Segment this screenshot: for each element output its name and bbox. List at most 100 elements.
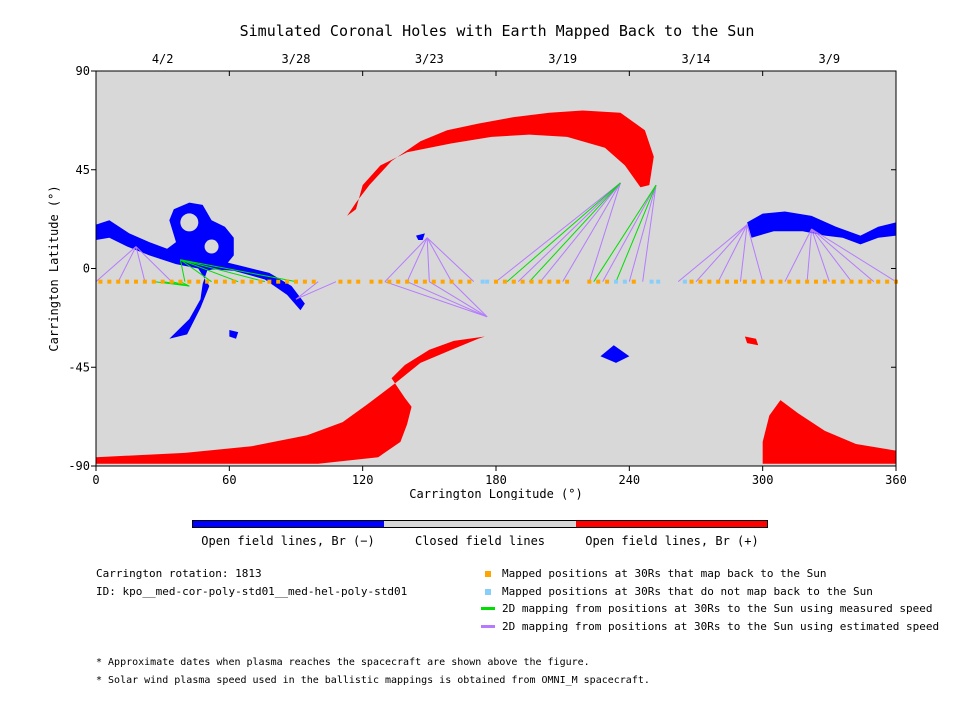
positive-hole-south	[96, 336, 485, 464]
date-label: 3/14	[682, 52, 711, 66]
mapped-point	[107, 279, 112, 284]
mapped-point	[596, 279, 601, 284]
not-mapped-point	[480, 279, 485, 284]
mapped-point	[338, 279, 343, 284]
estimated-mapping-line	[806, 228, 813, 282]
closed-region	[180, 213, 199, 232]
colorbar-label-positive: Open field lines, Br (+)	[585, 534, 759, 548]
colorbar-closed	[384, 521, 576, 527]
mapped-point	[98, 279, 103, 284]
mapped-point	[285, 279, 290, 284]
estimated-mapping-line	[451, 281, 488, 318]
mapped-point	[422, 279, 427, 284]
estimated-mapping-line	[517, 182, 621, 283]
mapped-point	[311, 279, 316, 284]
estimated-mapping-line	[811, 228, 830, 282]
mapped-point	[587, 279, 592, 284]
colorbar-label-negative: Open field lines, Br (−)	[201, 534, 375, 548]
estimated-mapping-line	[295, 281, 319, 300]
mapped-point	[494, 279, 498, 284]
estimated-mapping-line	[426, 237, 475, 283]
legend-item-estimated: 2D mapping from positions at 30Rs to the…	[478, 620, 939, 633]
date-label: 3/28	[282, 52, 311, 66]
mapped-point	[760, 279, 765, 284]
mapped-point	[805, 279, 810, 284]
x-tick-label: 300	[752, 473, 774, 487]
estimated-mapping-line	[384, 237, 428, 283]
estimated-mapping-line	[811, 228, 852, 282]
estimated-mapping-line	[602, 184, 657, 282]
mapped-point	[258, 279, 263, 284]
chart-title: Simulated Coronal Holes with Earth Mappe…	[239, 22, 755, 40]
note-speed: * Solar wind plasma speed used in the ba…	[96, 675, 650, 686]
estimated-mapping-line	[695, 224, 748, 283]
estimated-mapping-line	[426, 237, 430, 282]
estimated-mapping-line	[429, 281, 488, 318]
date-label: 3/19	[548, 52, 577, 66]
legend-label: 2D mapping from positions at 30Rs to the…	[502, 602, 933, 615]
mapped-point	[858, 279, 863, 284]
estimated-mapping-line	[426, 237, 452, 282]
measured-mapping-line	[528, 182, 621, 283]
estimated-mapping-line	[135, 246, 146, 282]
estimated-mapping-line	[811, 228, 897, 283]
mapped-point	[631, 279, 636, 284]
mapped-point	[751, 279, 756, 284]
mapped-point	[769, 279, 774, 284]
mapped-point	[734, 279, 738, 284]
x-axis-label: Carrington Longitude (°)	[409, 487, 582, 500]
mapped-point	[116, 279, 121, 284]
y-axis-label: Carrington Latitude (°)	[47, 185, 61, 351]
measured-mapping-line	[615, 184, 657, 282]
mapped-point	[396, 279, 401, 284]
measured-mapping-line	[506, 182, 621, 283]
measured-mapping-line	[180, 259, 212, 283]
mapped-point	[431, 279, 436, 284]
mapped-point	[502, 279, 507, 284]
mapped-point	[214, 279, 218, 284]
mapped-point	[822, 279, 827, 284]
y-tick-label: 45	[76, 163, 90, 177]
legend-label: Mapped positions at 30Rs that do not map…	[502, 585, 873, 598]
mapped-point	[205, 279, 210, 284]
estimated-mapping-line	[95, 246, 137, 283]
mapped-point	[796, 279, 801, 284]
mapped-point	[196, 279, 201, 284]
mapped-point	[378, 279, 383, 284]
date-label: 3/9	[818, 52, 840, 66]
mapped-point	[547, 279, 552, 284]
colorbar-negative	[193, 521, 385, 527]
mapped-point	[151, 279, 156, 284]
estimated-mapping-line	[746, 224, 764, 282]
x-tick-label: 180	[485, 473, 507, 487]
x-tick-label: 120	[352, 473, 374, 487]
estimated-mapping-line	[295, 281, 337, 300]
mapped-point	[276, 279, 281, 284]
mapped-point	[840, 279, 845, 284]
measured-mapping-line	[180, 259, 239, 283]
y-tick-label: 90	[76, 64, 90, 78]
measured-mapping-line	[593, 184, 657, 282]
estimated-line-icon	[481, 625, 495, 628]
mapped-point	[885, 279, 890, 284]
y-tick-label: -90	[68, 459, 90, 473]
estimated-mapping-line	[739, 224, 748, 282]
legend-item-measured: 2D mapping from positions at 30Rs to the…	[478, 602, 932, 615]
mapped-point	[458, 279, 463, 284]
colorbar-label-closed: Closed field lines	[414, 534, 546, 548]
mapped-point	[387, 279, 392, 284]
not-mapped-point	[682, 279, 687, 284]
estimated-mapping-line	[406, 237, 428, 282]
mapped-point	[240, 279, 245, 284]
mapped-point	[814, 279, 818, 284]
measured-mapping-line	[180, 259, 266, 283]
negative-hole-small-west	[229, 329, 239, 339]
carrington-rotation: Carrington rotation: 1813	[96, 567, 262, 580]
y-tick-label: 0	[83, 262, 90, 276]
date-label: 3/23	[415, 52, 444, 66]
positive-hole-south-east	[762, 400, 896, 464]
mapped-point	[520, 279, 525, 284]
mapped-point	[302, 279, 307, 284]
y-tick-label: -45	[68, 360, 90, 374]
mapped-point	[125, 279, 130, 284]
